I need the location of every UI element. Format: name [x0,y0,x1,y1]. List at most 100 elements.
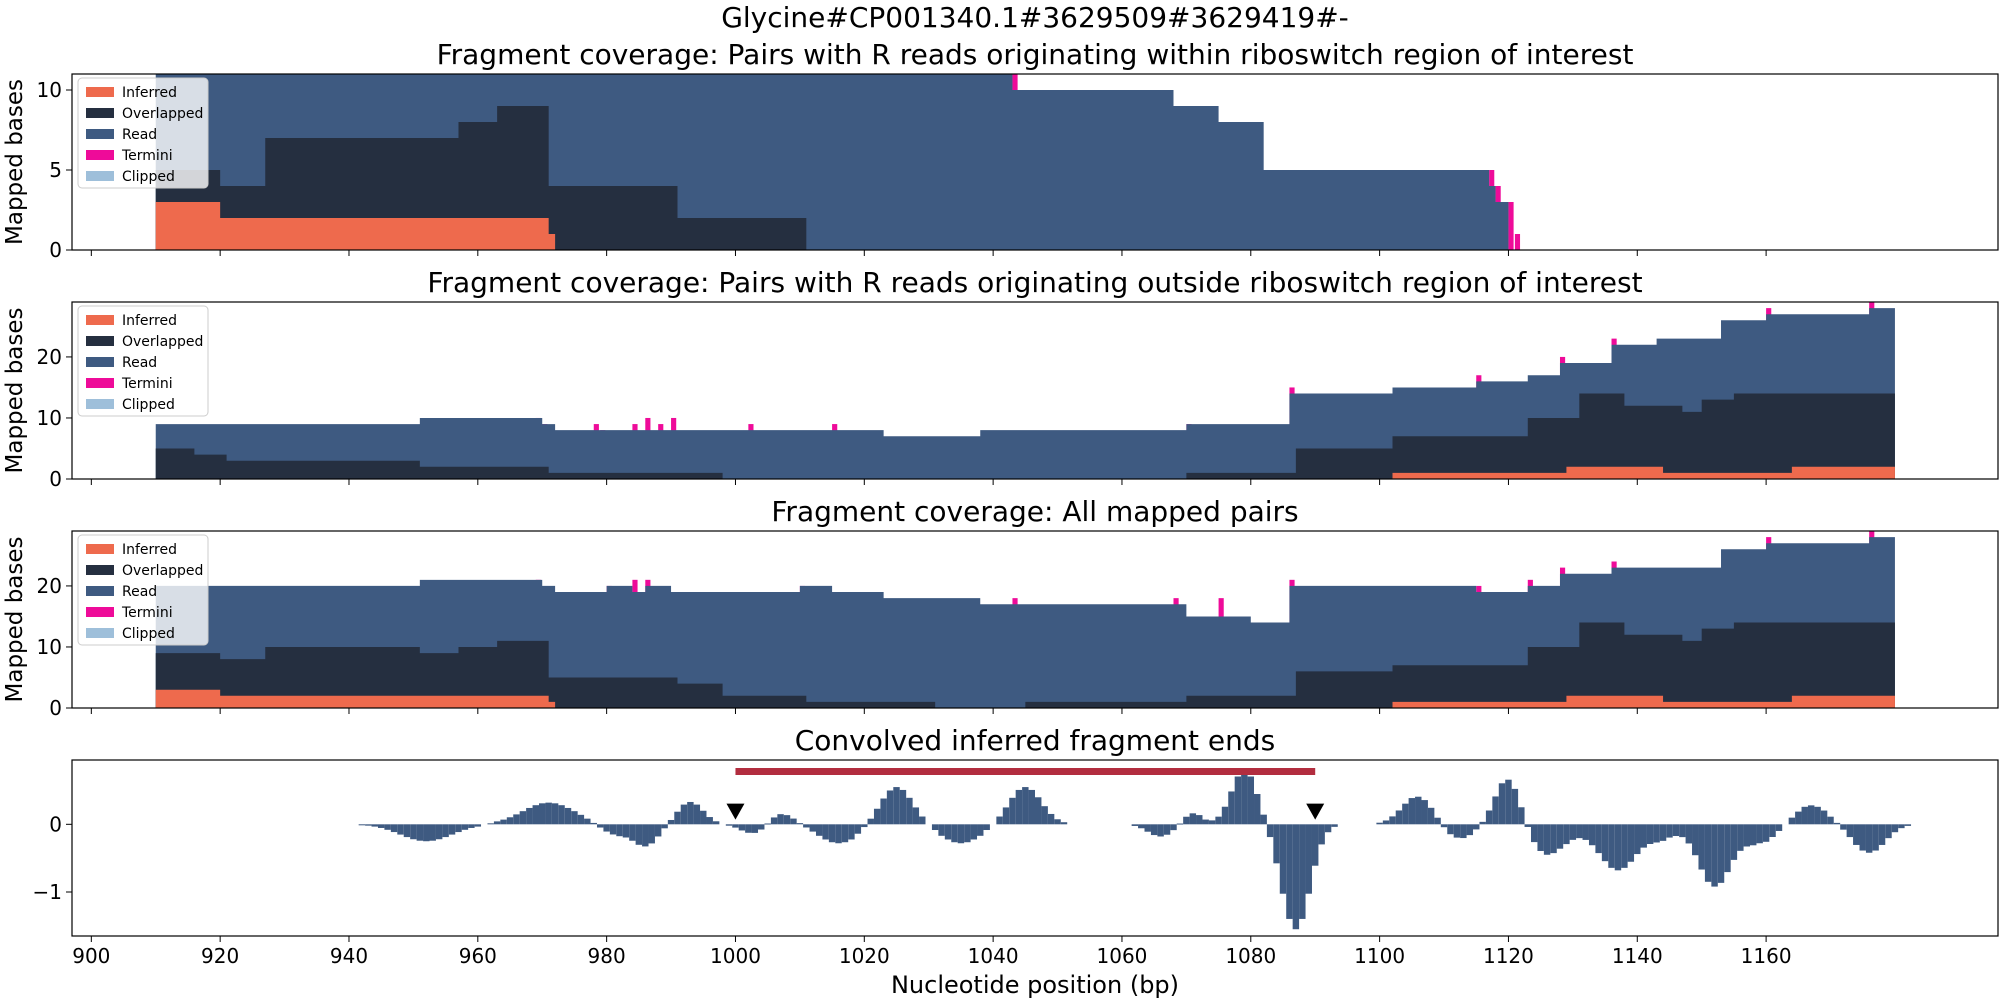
legend-entry: Overlapped [122,563,203,579]
end-bar [1769,824,1776,838]
end-bar [1427,807,1435,825]
end-bar [1150,824,1158,836]
end-bar [1505,779,1512,825]
end-bar [1865,824,1873,853]
end-bar [938,824,945,836]
legend-entry: Overlapped [122,106,203,122]
legend-entry: Clipped [122,169,175,185]
end-bar [1144,824,1151,832]
legend-entry: Read [122,584,157,600]
end-bar [1389,816,1396,825]
end-bar [1878,824,1886,845]
end-bar [1163,824,1171,835]
legend-entry: Clipped [122,397,175,413]
legend-swatch [86,628,114,638]
end-bar [1473,824,1480,830]
end-bar [1208,820,1216,825]
y-tick-label: 0 [49,812,62,836]
end-bar [526,807,533,825]
end-bar [1891,824,1899,833]
end-bar [1820,810,1828,825]
end-bar [584,818,591,825]
end-bar [1659,824,1667,841]
end-bar [1460,824,1467,839]
end-bar [1221,806,1229,825]
end-bar [796,823,804,825]
end-bar [571,811,578,825]
overlapped-area [155,381,1895,479]
end-bar [931,824,939,831]
end-bar [1318,824,1325,845]
end-bar [487,823,494,825]
end-bar [1672,824,1680,837]
legend-entry: Inferred [122,85,177,101]
end-bar [1492,796,1499,825]
end-bar [738,824,746,831]
end-bar [1543,824,1551,855]
end-bar [1530,824,1538,843]
y-axis-label: Mapped bases [2,79,28,245]
legend-entry: Inferred [122,542,177,558]
legend-entry: Termini [121,605,173,621]
x-tick-label: 1020 [839,944,890,968]
end-bar [616,824,623,837]
read-area [155,531,1895,708]
end-bar [899,789,907,825]
end-bar [1498,783,1506,825]
end-bar [1170,824,1177,831]
x-axis-label: Nucleotide position (bp) [891,971,1179,999]
end-bar [1588,824,1596,846]
end-bar [1324,824,1332,833]
x-tick-label: 1000 [710,944,761,968]
y-axis-label: Mapped bases [2,307,28,473]
end-bar [758,824,765,830]
legend-swatch [86,129,114,139]
end-bar [1440,824,1448,828]
end-bar [712,821,720,825]
end-bar [1447,824,1454,835]
region-boundary-marker [726,803,745,820]
end-bar [732,824,739,828]
end-bar [1466,824,1474,836]
legend-swatch [86,87,114,97]
end-bar [596,824,604,828]
end-bar [390,824,398,833]
x-tick-label: 940 [330,944,368,968]
end-bar [1646,824,1654,844]
end-bar [1698,824,1705,870]
end-bar [1859,824,1866,851]
end-bar [1273,824,1280,864]
end-bar [648,824,655,844]
legend-swatch [86,586,114,596]
y-tick-label: 10 [37,635,62,659]
end-bar [1415,796,1422,825]
overlapped-area [155,610,1895,708]
plot-area [155,302,1895,479]
end-bar [1762,824,1770,842]
end-bar [564,807,572,825]
end-bar [1395,810,1403,825]
plot-area [155,531,1895,708]
end-bar [1717,824,1725,883]
end-bar [410,824,417,840]
end-bar [1157,824,1164,837]
legend: Inferred Overlapped Read Termini Clipped [77,77,209,189]
legend-entry: Inferred [122,313,177,329]
end-bar [1595,824,1602,854]
end-bar [1563,824,1570,845]
end-bar [893,787,900,825]
end-bar [1885,824,1892,839]
x-tick-label: 1060 [1097,944,1148,968]
end-bar [1756,824,1763,844]
termini-mark [1508,202,1514,250]
end-bar [1621,824,1628,868]
inferred-area [155,466,1895,479]
end-bar [964,824,971,843]
termini-mark [1514,234,1521,250]
end-bar [416,824,424,841]
end-bar [1679,824,1686,838]
end-bar [1453,824,1461,838]
end-bar [835,824,842,844]
end-bar [1035,797,1042,825]
